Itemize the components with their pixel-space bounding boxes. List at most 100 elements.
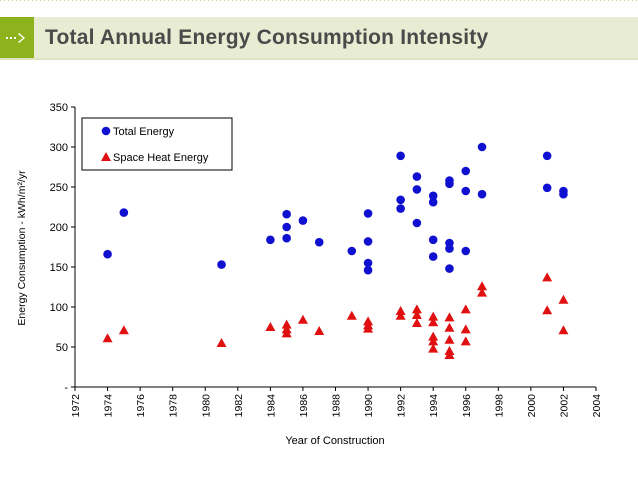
y-tick-label: 250 — [50, 182, 68, 194]
total-energy-point — [363, 209, 373, 218]
space-heat-point — [558, 294, 569, 304]
legend-box — [81, 117, 233, 171]
total-energy-point — [461, 186, 471, 196]
page-title: Total Annual Energy Consumption Intensit… — [45, 26, 489, 49]
space-heat-point — [102, 333, 113, 343]
x-tick-label: 1986 — [298, 394, 310, 418]
total-energy-point — [428, 235, 438, 245]
y-tick-label: 150 — [50, 262, 68, 274]
x-tick-label: 1988 — [331, 394, 343, 418]
total-energy-point — [559, 189, 568, 199]
total-energy-point — [542, 151, 552, 161]
space-heat-point — [542, 272, 553, 282]
space-heat-point — [477, 287, 488, 297]
x-tick-label: 2002 — [558, 394, 570, 418]
y-tick-label: 300 — [50, 142, 68, 154]
total-energy-point — [445, 244, 454, 253]
space-heat-point — [297, 314, 308, 324]
total-energy-point — [412, 185, 422, 194]
space-heat-point — [118, 325, 129, 335]
space-heat-point — [346, 310, 357, 320]
y-tick-label: 50 — [56, 342, 68, 354]
x-tick-label: 1992 — [396, 394, 408, 418]
space-heat-point — [477, 281, 488, 291]
x-tick-label: 1996 — [461, 394, 473, 418]
slide-header: Total Annual Energy Consumption Intensit… — [0, 17, 638, 58]
x-tick-label: 1976 — [135, 394, 147, 418]
x-tick-label: 1972 — [70, 394, 82, 418]
space-heat-point — [542, 305, 553, 315]
total-energy-point — [363, 237, 373, 246]
chart-legend: Total Energy Space Heat Energy — [81, 117, 233, 171]
x-tick-label: 1990 — [363, 394, 375, 418]
total-energy-point — [363, 265, 373, 275]
space-heat-point — [411, 310, 422, 319]
total-energy-point — [428, 197, 438, 207]
total-energy-point — [461, 166, 471, 176]
legend-marker — [101, 152, 111, 161]
total-energy-point — [314, 237, 324, 247]
total-energy-point — [461, 246, 471, 256]
arrow-right-icon — [6, 32, 25, 43]
x-tick-label: 2004 — [591, 394, 603, 418]
space-heat-point — [265, 322, 276, 331]
x-tick-label: 1978 — [168, 394, 180, 418]
total-energy-point — [396, 195, 405, 205]
total-energy-point — [282, 222, 291, 232]
total-energy-point — [363, 258, 373, 268]
space-heat-point — [428, 331, 439, 341]
total-energy-point — [428, 252, 438, 261]
space-heat-point — [314, 326, 325, 335]
x-axis-label: Year of Construction — [285, 435, 384, 447]
total-energy-point — [103, 249, 112, 259]
x-tick-label: 1998 — [493, 394, 505, 418]
total-energy-point — [282, 209, 291, 219]
space-heat-point — [428, 311, 439, 321]
x-tick-label: 1980 — [200, 394, 212, 418]
space-heat-point — [216, 338, 227, 347]
x-tick-label: 1974 — [103, 394, 115, 418]
x-tick-label: 1982 — [233, 394, 245, 418]
space-heat-point — [395, 310, 406, 320]
space-heat-point — [363, 323, 374, 333]
y-tick-label: 100 — [50, 302, 68, 314]
x-tick-label: 1984 — [265, 394, 277, 418]
total-energy-point — [217, 260, 226, 269]
space-heat-point — [411, 318, 422, 327]
y-tick-label: 200 — [50, 222, 68, 234]
y-tick-label: - — [64, 382, 68, 394]
total-energy-point — [396, 151, 405, 161]
total-energy-point — [428, 191, 438, 201]
space-heat-point — [281, 328, 292, 338]
total-energy-point — [298, 216, 308, 225]
legend-label: Total Energy — [113, 126, 175, 138]
space-heat-point — [428, 336, 439, 346]
total-energy-point — [266, 235, 275, 245]
space-heat-point — [444, 312, 455, 322]
header-dotted-rule — [0, 0, 638, 15]
legend-marker — [101, 126, 111, 136]
total-energy-point — [412, 218, 422, 228]
space-heat-point — [395, 306, 406, 315]
header-tab — [0, 17, 34, 58]
y-axis-label: Energy Consumption - kWh/m²/yr — [16, 170, 28, 326]
x-tick-label: 2000 — [526, 394, 538, 418]
total-energy-point — [412, 172, 422, 181]
total-energy-point — [477, 189, 487, 199]
legend-label: Space Heat Energy — [113, 152, 209, 164]
total-energy-point — [347, 246, 357, 256]
total-energy-point — [396, 204, 405, 213]
y-tick-label: 350 — [50, 102, 68, 114]
space-heat-point — [444, 322, 455, 332]
space-heat-point — [281, 319, 292, 329]
space-heat-point — [444, 350, 455, 359]
space-heat-point — [444, 334, 455, 344]
x-tick-label: 1994 — [428, 394, 440, 418]
total-energy-point — [445, 264, 454, 273]
space-heat-point — [428, 343, 439, 353]
total-energy-point — [282, 233, 291, 243]
chart-axes: - 50 100 150 200 250 300 350 1972 1974 1976 1978 198… — [50, 102, 603, 417]
total-energy-point — [119, 208, 129, 217]
header-divider — [0, 58, 638, 60]
